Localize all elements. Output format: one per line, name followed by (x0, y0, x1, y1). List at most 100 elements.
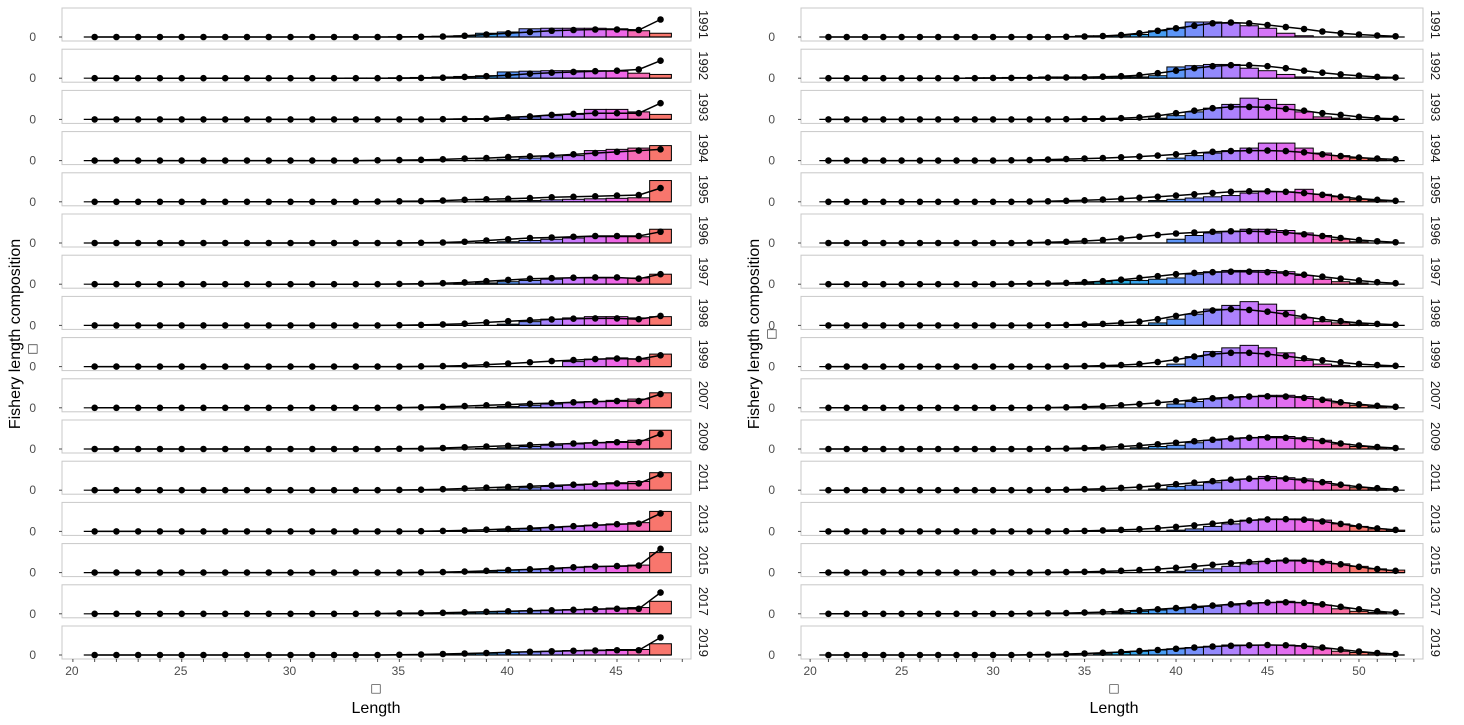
point-1998-24 (880, 322, 887, 329)
point-1998-46 (635, 315, 643, 323)
point-1999-49 (1337, 359, 1344, 366)
point-1994-30 (989, 157, 997, 164)
point-2015-32 (330, 569, 338, 576)
point-2009-51 (1373, 443, 1381, 451)
point-1997-27 (934, 280, 942, 288)
point-1996-40 (504, 235, 512, 243)
point-2019-22 (113, 651, 120, 659)
point-1999-27 (221, 363, 229, 370)
point-2019-21 (825, 651, 832, 659)
point-1991-36 (1099, 32, 1107, 40)
point-1997-43 (570, 274, 577, 282)
point-1994-31 (308, 157, 316, 164)
point-1997-25 (178, 280, 186, 288)
point-2007-49 (1337, 399, 1344, 406)
point-1992-49 (1337, 71, 1344, 78)
point-1991-50 (1355, 31, 1363, 38)
point-2013-25 (898, 528, 905, 535)
strip-label-1993: 1993 (696, 92, 711, 121)
point-2009-36 (417, 445, 425, 452)
point-1991-29 (971, 33, 979, 41)
point-2011-38 (1136, 483, 1143, 491)
point-1997-26 (200, 280, 207, 288)
point-1996-43 (1227, 227, 1235, 235)
strip-label-1998: 1998 (1428, 298, 1443, 327)
x-tick-label-50: 50 (1352, 664, 1366, 678)
point-2007-43 (1227, 394, 1235, 401)
point-1994-48 (1319, 151, 1326, 158)
point-1997-51 (1373, 278, 1381, 286)
point-2015-28 (243, 569, 251, 576)
bar-1995-42 (1202, 196, 1223, 203)
point-1999-24 (156, 363, 164, 370)
strip-label-2019: 2019 (696, 628, 711, 657)
point-2013-39 (1154, 524, 1162, 532)
x-tick-label-35: 35 (392, 664, 406, 678)
point-1991-42 (1209, 19, 1216, 27)
point-1998-38 (1136, 318, 1143, 325)
point-2013-40 (504, 525, 512, 533)
point-2019-23 (861, 651, 869, 659)
point-1996-46 (635, 232, 643, 240)
y-tick-label: 0 (768, 277, 775, 291)
point-2013-52 (1392, 526, 1399, 534)
point-2019-52 (1392, 650, 1399, 658)
point-2019-41 (526, 648, 534, 656)
point-1992-46 (1282, 64, 1290, 72)
point-1994-49 (1337, 152, 1344, 160)
point-2015-45 (613, 562, 621, 570)
point-2015-22 (113, 569, 120, 576)
point-2019-35 (396, 651, 403, 659)
point-2017-47 (1300, 599, 1308, 607)
point-1998-32 (330, 322, 338, 329)
point-1996-26 (200, 239, 207, 247)
point-1996-47 (657, 228, 664, 236)
point-2013-47 (657, 510, 664, 517)
point-2017-40 (504, 608, 512, 615)
point-1998-24 (156, 322, 164, 329)
x-tick-label-20: 20 (65, 664, 79, 678)
point-2013-51 (1373, 525, 1381, 532)
point-1997-47 (657, 270, 664, 278)
point-1998-51 (1373, 320, 1381, 328)
point-1996-24 (156, 239, 164, 247)
point-2009-36 (1099, 444, 1107, 451)
panel-2017: 0 2017 (768, 584, 1443, 621)
bar-2013-42 (1202, 525, 1223, 532)
point-2015-41 (1191, 563, 1198, 570)
point-2007-30 (989, 404, 997, 412)
point-1999-32 (330, 363, 338, 370)
panel-1997: 0 1997 (768, 254, 1443, 291)
y-tick-label: 0 (768, 318, 775, 332)
panel-1998: 0 1998 (29, 295, 711, 332)
point-2013-46 (635, 520, 643, 527)
point-2019-37 (1117, 648, 1125, 656)
point-1995-29 (971, 198, 979, 206)
point-2013-28 (243, 528, 251, 535)
point-1992-21 (825, 74, 832, 82)
point-2017-24 (880, 610, 887, 618)
point-1998-28 (953, 322, 960, 329)
point-2017-38 (461, 609, 468, 616)
panel-1991: 0 1991 (29, 7, 711, 44)
point-1998-27 (934, 322, 942, 329)
left-y-axis-title: Fishery length composition (7, 239, 24, 429)
point-2019-29 (971, 651, 979, 659)
point-1996-38 (1136, 233, 1143, 241)
point-2017-48 (1319, 601, 1326, 608)
bar-1998-44 (1239, 301, 1259, 326)
point-1997-38 (1136, 274, 1143, 282)
point-1999-34 (374, 363, 381, 370)
point-2015-21 (91, 569, 98, 576)
point-2009-44 (591, 439, 599, 447)
point-2011-41 (526, 482, 534, 490)
point-1997-46 (1282, 269, 1290, 277)
point-1999-44 (591, 355, 599, 363)
strip-label-2017: 2017 (1428, 587, 1443, 616)
point-1995-28 (243, 198, 251, 206)
y-tick-label: 0 (29, 360, 36, 374)
point-1992-22 (843, 74, 851, 82)
point-2009-29 (265, 445, 273, 453)
point-2017-36 (1099, 608, 1107, 616)
point-1994-27 (221, 157, 229, 164)
